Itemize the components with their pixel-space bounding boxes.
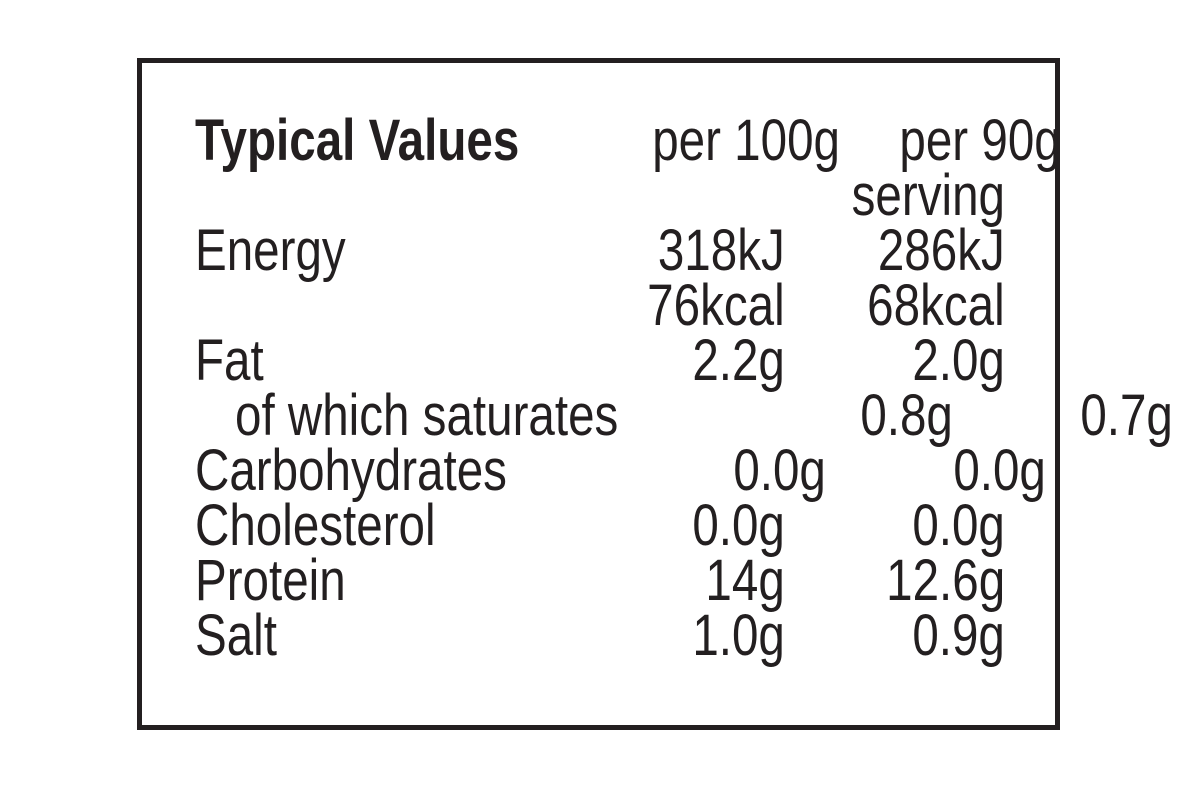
typical-values-table: Typical Values per 100g per 90g serving: [142, 63, 1172, 668]
value-per-90g: 0.0g: [952, 438, 1046, 503]
value-per-100g: 76kcal: [647, 273, 785, 338]
row-cholesterol: Cholesterol 0.0g 0.0g: [195, 493, 1005, 558]
table-header-row: Typical Values per 100g per 90g: [195, 108, 1060, 173]
nutrient-name: Carbohydrates: [195, 438, 507, 503]
value-per-100g: 0.0g: [692, 493, 785, 558]
column-header-per-100g: per 100g: [652, 108, 841, 173]
value-per-90g: 68kcal: [867, 273, 1005, 338]
value-per-90g: 2.0g: [912, 328, 1005, 393]
row-saturates: of which saturates 0.8g 0.7g: [195, 383, 1172, 448]
nutrient-name: Fat: [195, 328, 264, 393]
header-title-cell: Typical Values: [195, 108, 590, 173]
value-per-90g: 12.6g: [885, 548, 1005, 613]
value-per-90g: 286kJ: [878, 218, 1005, 283]
column-header-per-90g: per 90g: [899, 108, 1061, 173]
header-per-100g-cell: per 100g: [590, 108, 841, 173]
row-protein: Protein 14g 12.6g: [195, 548, 1005, 613]
row-energy: Energy 318kJ 286kJ: [195, 218, 1005, 283]
value-per-100g: 0.8g: [859, 383, 953, 448]
value-per-100g: 0.0g: [732, 438, 826, 503]
nutrient-name: of which saturates: [235, 383, 619, 448]
value-per-90g: 0.0g: [912, 493, 1005, 558]
row-salt: Salt 1.0g 0.9g: [195, 603, 1005, 668]
row-energy-kcal: 76kcal 68kcal: [195, 273, 1005, 338]
value-per-100g: 1.0g: [692, 603, 785, 668]
nutrient-name: Energy: [195, 218, 346, 283]
value-per-100g: 2.2g: [692, 328, 785, 393]
nutrition-label-box: Typical Values per 100g per 90g serving: [137, 58, 1172, 730]
row-carbohydrates: Carbohydrates 0.0g 0.0g: [195, 438, 1045, 503]
table-title: Typical Values: [195, 108, 520, 173]
value-per-100g: 14g: [705, 548, 785, 613]
nutrient-name: Salt: [195, 603, 277, 668]
value-per-90g: 0.7g: [1079, 383, 1173, 448]
nutrient-name: Protein: [195, 548, 346, 613]
row-fat: Fat 2.2g 2.0g: [195, 328, 1005, 393]
table-header-serving-row: serving: [195, 163, 1005, 228]
header-serving-cell: serving: [785, 163, 1005, 228]
header-per-90g-cell: per 90g: [840, 108, 1061, 173]
value-per-100g: 318kJ: [658, 218, 785, 283]
column-header-serving: serving: [851, 163, 1005, 228]
value-per-90g: 0.9g: [912, 603, 1005, 668]
nutrient-name: Cholesterol: [195, 493, 436, 558]
